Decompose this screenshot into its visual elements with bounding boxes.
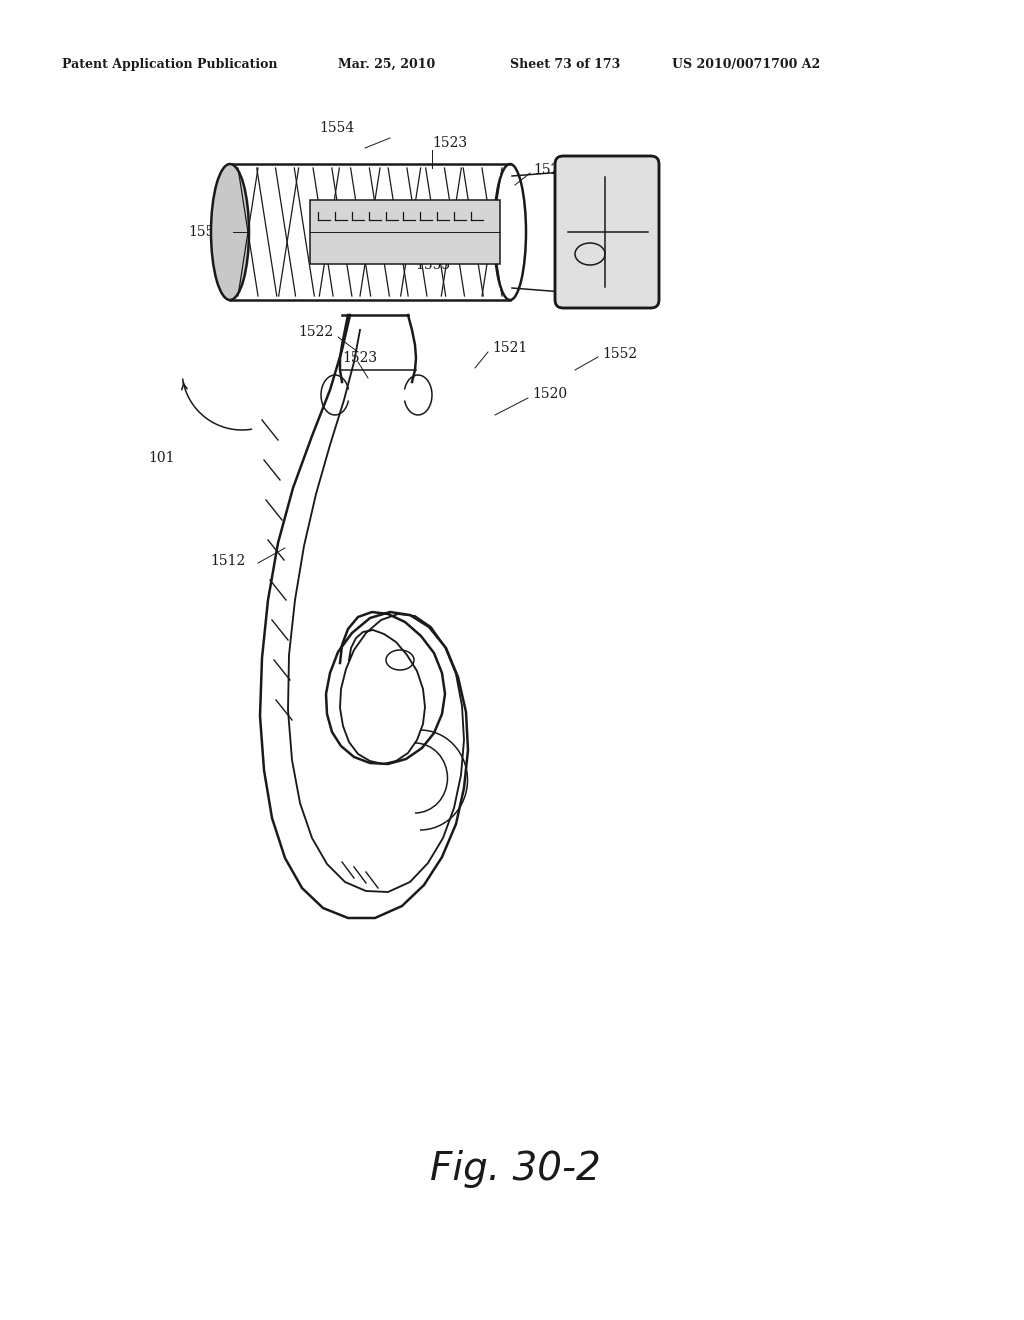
FancyBboxPatch shape <box>555 156 659 308</box>
Text: 1521: 1521 <box>492 341 527 355</box>
Text: 1523: 1523 <box>432 136 467 150</box>
Text: 1523: 1523 <box>342 351 377 366</box>
Text: 1522: 1522 <box>298 325 333 339</box>
Text: Patent Application Publication: Patent Application Publication <box>62 58 278 71</box>
Text: 1552: 1552 <box>602 347 637 360</box>
Text: 1512: 1512 <box>210 554 246 568</box>
Text: Sheet 73 of 173: Sheet 73 of 173 <box>510 58 621 71</box>
Ellipse shape <box>211 164 249 300</box>
Text: 1555: 1555 <box>415 257 451 272</box>
Text: 1550: 1550 <box>188 224 223 239</box>
Text: Fig. 30-2: Fig. 30-2 <box>430 1150 601 1188</box>
Text: Mar. 25, 2010: Mar. 25, 2010 <box>338 58 435 71</box>
Text: 1554: 1554 <box>319 121 355 135</box>
Text: 101: 101 <box>148 451 174 465</box>
Text: US 2010/0071700 A2: US 2010/0071700 A2 <box>672 58 820 71</box>
Text: 1521: 1521 <box>534 162 568 177</box>
Bar <box>310 201 500 264</box>
Text: 1520: 1520 <box>532 387 567 401</box>
